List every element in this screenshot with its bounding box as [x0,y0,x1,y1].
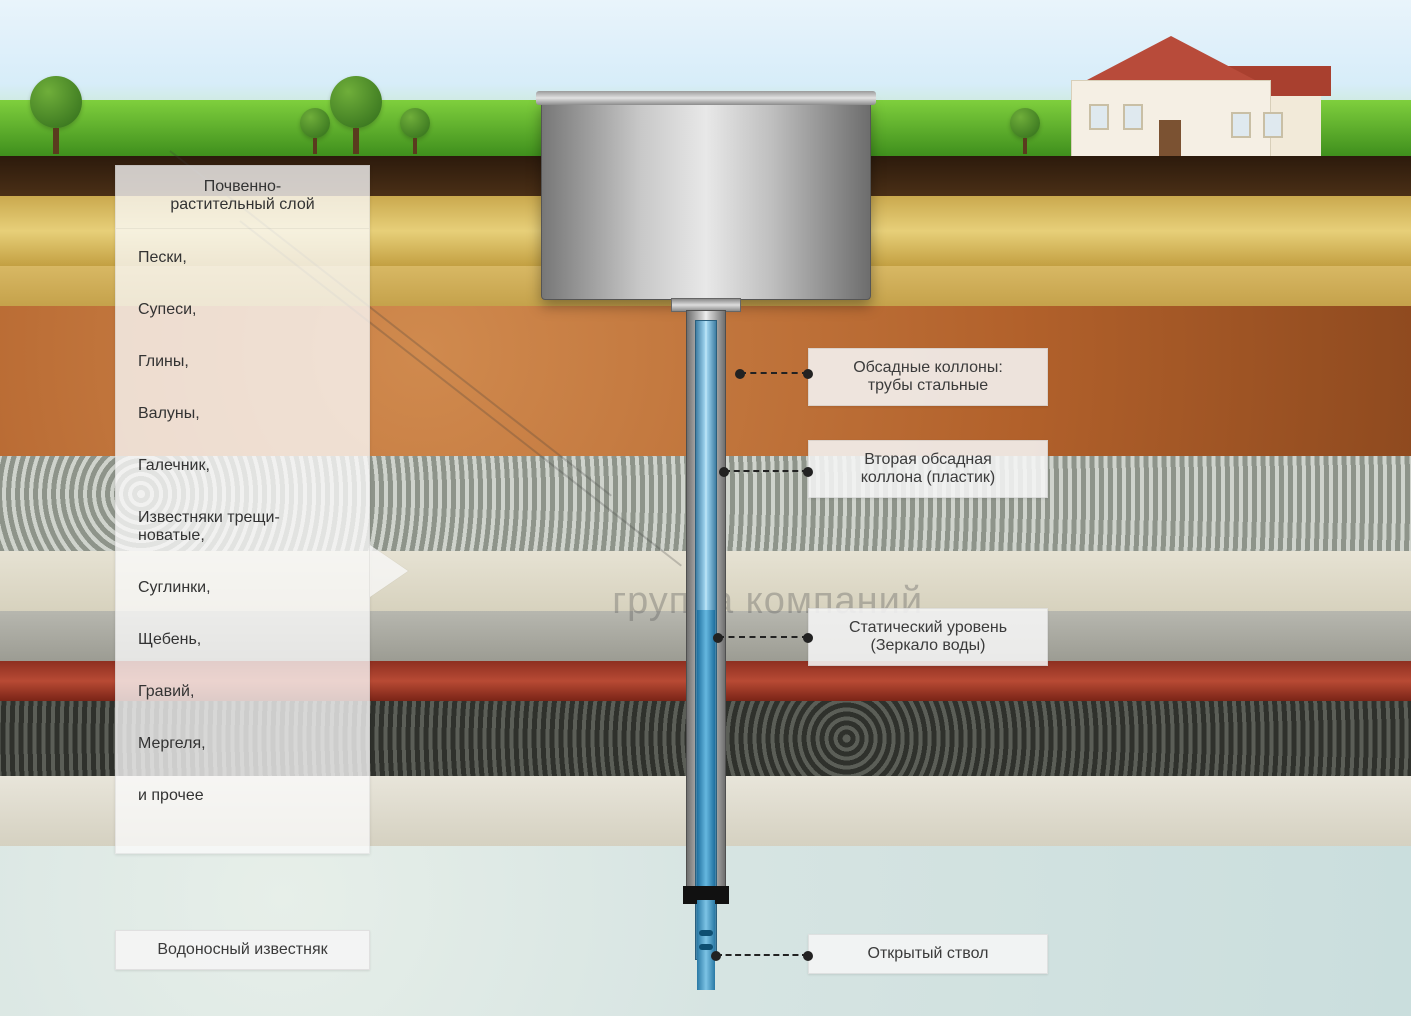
house [1031,0,1331,160]
callout-open_hole: Открытый ствол [808,934,1048,974]
open-hole [697,900,715,990]
soil-legend-pointer [370,545,408,597]
soil-legend-header: Почвенно-растительный слой [116,166,369,229]
tree [300,108,330,154]
callout-text: Статический уровень(Зеркало воды) [849,619,1007,654]
soil-legend-item: Глины, [138,353,347,371]
soil-legend-item: Известняки трещи-новатые, [138,509,347,545]
callout-leader [740,372,808,374]
soil-legend-item: Мергеля, [138,735,347,753]
callout-text: Вторая обсаднаяколлона (пластик) [861,451,995,486]
callout-leader [718,636,808,638]
callout-text: Обсадные коллоны:трубы стальные [853,359,1003,394]
soil-legend-item: Супеси, [138,301,347,319]
soil-legend-item: Валуны, [138,405,347,423]
aquifer-label-text: Водоносный известняк [157,941,327,958]
soil-legend-panel: Почвенно-растительный слой Пески, Супеси,… [115,165,370,854]
soil-legend-item: Щебень, [138,631,347,649]
tree [400,108,430,154]
wellhead-caisson [541,100,871,300]
callout-leader [724,470,808,472]
callout-text: Открытый ствол [868,945,989,962]
aquifer-label: Водоносный известняк [115,930,370,970]
callout-casing_steel: Обсадные коллоны:трубы стальные [808,348,1048,406]
tree [330,76,382,154]
soil-legend-item: Галечник, [138,457,347,475]
soil-legend-item: Пески, [138,249,347,267]
water-column [697,610,715,920]
soil-legend-item: Гравий, [138,683,347,701]
callout-casing_plastic: Вторая обсаднаяколлона (пластик) [808,440,1048,498]
callout-leader [716,954,808,956]
soil-legend-item: Суглинки, [138,579,347,597]
soil-legend-item: и прочее [138,787,347,805]
callout-static_level: Статический уровень(Зеркало воды) [808,608,1048,666]
tree [30,76,82,154]
